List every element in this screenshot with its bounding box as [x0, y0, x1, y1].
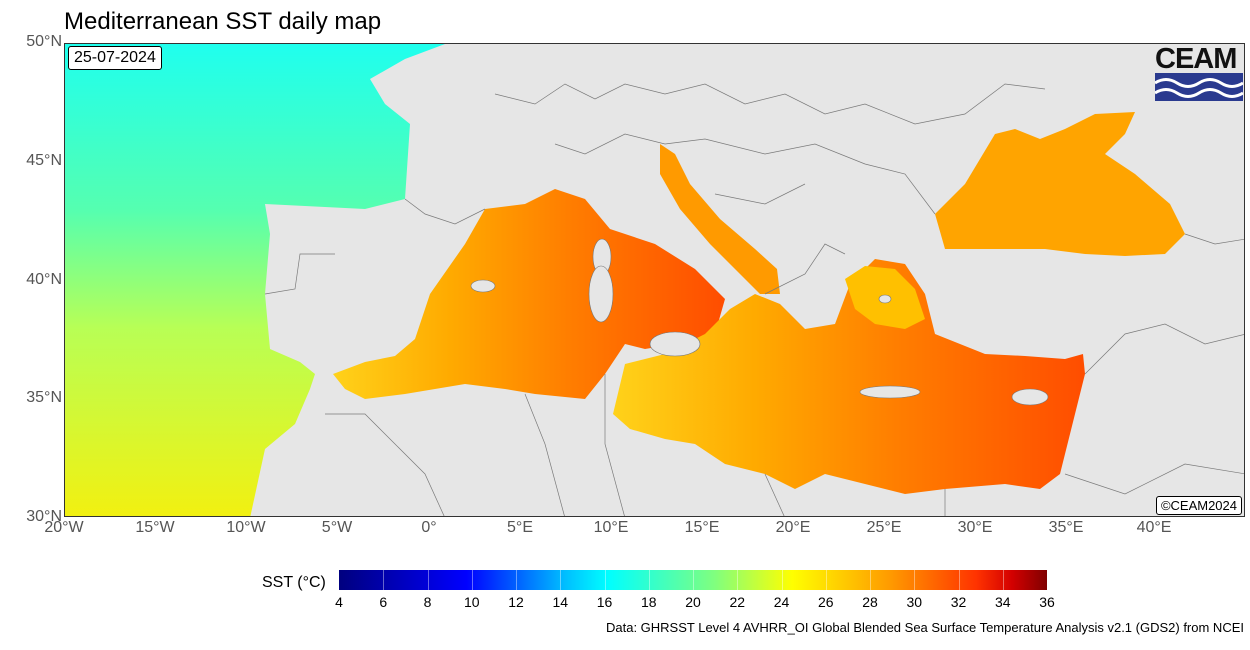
ceam-logo: CEAM — [1154, 43, 1244, 101]
colorbar-tick-label: 20 — [685, 594, 701, 610]
lon-tick-label: 0° — [421, 519, 437, 536]
colorbar-tick-mark — [914, 570, 916, 590]
lon-tick-label: 5°W — [321, 519, 353, 536]
colorbar-tick-label: 4 — [335, 594, 343, 610]
colorbar-tick-mark — [604, 570, 606, 590]
waves-icon — [1154, 73, 1244, 101]
colorbar-tick-mark — [560, 570, 562, 590]
crete-island — [859, 385, 921, 399]
lon-tick-label: 15°E — [684, 519, 720, 536]
colorbar-tick-label: 28 — [862, 594, 878, 610]
sicily-island — [649, 331, 701, 357]
adriatic-sea — [660, 144, 780, 294]
lat-tick-label: 40°N — [26, 271, 62, 288]
sst-map[interactable] — [64, 43, 1245, 517]
map-canvas — [65, 44, 1244, 516]
colorbar-tick-label: 12 — [508, 594, 524, 610]
lon-tick-label: 40°E — [1136, 519, 1172, 536]
colorbar-tick-mark — [870, 570, 871, 590]
colorbar-tick-label: 6 — [379, 594, 388, 610]
eastern-mediterranean-sea — [613, 259, 1085, 494]
colorbar-tick-label: 36 — [1039, 594, 1055, 610]
lon-tick-label: 30°E — [957, 519, 993, 536]
lat-tick-label: 45°N — [26, 152, 62, 169]
lon-tick-label: 35°E — [1048, 519, 1084, 536]
colorbar-title: SST (°C) — [262, 574, 326, 591]
colorbar-tick-mark — [471, 570, 473, 590]
colorbar-tick-label: 26 — [817, 594, 834, 610]
colorbar-tick-mark — [1002, 570, 1004, 590]
lon-tick-label: 20°E — [775, 519, 811, 536]
lon-tick-label: 15°W — [135, 519, 175, 536]
lat-tick-label: 35°N — [26, 389, 62, 406]
colorbar-tick-mark — [648, 570, 650, 590]
colorbar-tick-label: 32 — [950, 594, 967, 610]
colorbar-tick-mark — [383, 570, 385, 590]
black-sea — [935, 112, 1185, 256]
atlantic-ocean — [65, 44, 445, 516]
map-title: Mediterranean SST daily map — [64, 8, 382, 35]
colorbar-tick-label: 16 — [596, 594, 613, 610]
lon-tick-label: 10°E — [593, 519, 629, 536]
colorbar-tick-label: 24 — [773, 594, 790, 610]
colorbar-tick-mark — [781, 570, 783, 590]
aegean-islands — [878, 294, 892, 304]
sst-colorbar — [339, 570, 1047, 590]
colorbar-tick-label: 8 — [423, 594, 432, 610]
colorbar-tick-label: 10 — [463, 594, 480, 610]
balearic-islands — [470, 279, 496, 293]
lon-tick-label: 20°W — [44, 519, 84, 536]
colorbar-tick-mark — [737, 570, 739, 590]
colorbar-tick-label: 18 — [640, 594, 657, 610]
lat-tick-label: 50°N — [26, 33, 62, 50]
lat-tick-label: 30°N — [26, 508, 62, 525]
lon-tick-label: 25°E — [866, 519, 902, 536]
date-label: 25-07-2024 — [68, 46, 162, 70]
copyright-label: ©CEAM2024 — [1155, 496, 1242, 515]
lon-tick-label: 5°E — [507, 519, 533, 536]
colorbar-tick-label: 30 — [906, 594, 923, 610]
colorbar-tick-mark — [693, 570, 694, 590]
colorbar-tick-label: 22 — [729, 594, 746, 610]
sardinia-island — [588, 265, 614, 323]
colorbar-tick-mark — [958, 570, 960, 590]
cyprus-island — [1011, 388, 1049, 406]
colorbar-tick-mark — [516, 570, 517, 590]
colorbar-tick-label: 14 — [552, 594, 569, 610]
country-borders — [264, 83, 1244, 516]
western-mediterranean-sea — [333, 189, 725, 399]
colorbar-tick-mark — [825, 570, 827, 590]
colorbar-tick-label: 34 — [994, 594, 1011, 610]
lon-tick-label: 10°W — [226, 519, 266, 536]
data-credit: Data: GHRSST Level 4 AVHRR_OI Global Ble… — [605, 620, 1244, 635]
ceam-logo-text: CEAM — [1155, 43, 1237, 75]
colorbar-tick-mark — [427, 570, 429, 590]
